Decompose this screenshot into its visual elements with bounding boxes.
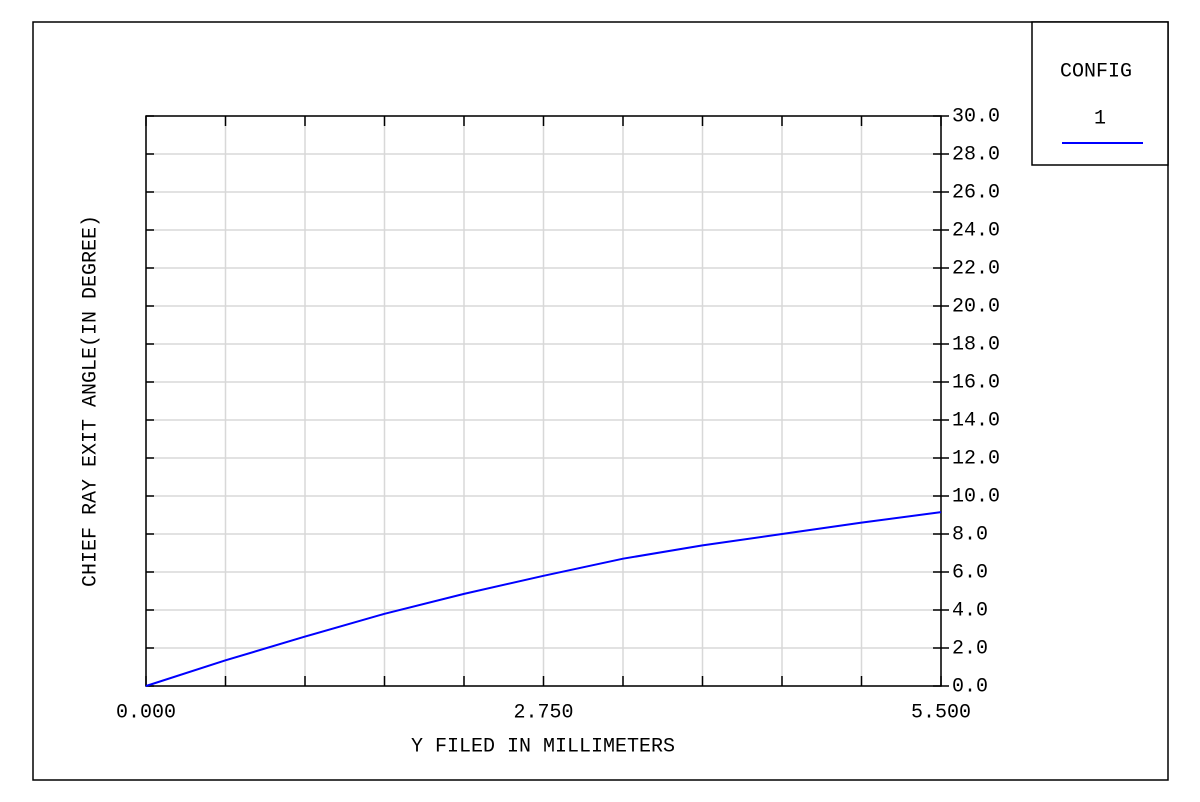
legend-label: 1 — [1094, 107, 1106, 130]
y-tick-label: 18.0 — [952, 333, 1000, 356]
y-tick-label: 12.0 — [952, 447, 1000, 470]
frame — [32, 21, 1169, 781]
y-tick-label: 4.0 — [952, 599, 988, 622]
y-tick-label: 28.0 — [952, 143, 1000, 166]
data-line — [145, 511, 942, 687]
y-tick-label: 22.0 — [952, 257, 1000, 280]
y-tick-label: 16.0 — [952, 371, 1000, 394]
y-tick-label: 2.0 — [952, 637, 988, 660]
x-tick-label: 0.000 — [116, 701, 176, 724]
x-tick-label: 5.500 — [911, 701, 971, 724]
y-tick-label: 0.0 — [952, 675, 988, 698]
legend-title: CONFIG — [1060, 60, 1132, 83]
y-tick-label: 6.0 — [952, 561, 988, 584]
y-axis-label: CHIEF RAY EXIT ANGLE(IN DEGREE) — [79, 215, 102, 587]
y-tick-label: 30.0 — [952, 105, 1000, 128]
y-tick-label: 24.0 — [952, 219, 1000, 242]
y-tick-label: 10.0 — [952, 485, 1000, 508]
x-axis-label: Y FILED IN MILLIMETERS — [411, 735, 675, 758]
y-tick-label: 8.0 — [952, 523, 988, 546]
y-tick-label: 20.0 — [952, 295, 1000, 318]
legend-box — [1031, 21, 1169, 166]
x-tick-label: 2.750 — [513, 701, 573, 724]
y-tick-label: 26.0 — [952, 181, 1000, 204]
y-tick-label: 14.0 — [952, 409, 1000, 432]
